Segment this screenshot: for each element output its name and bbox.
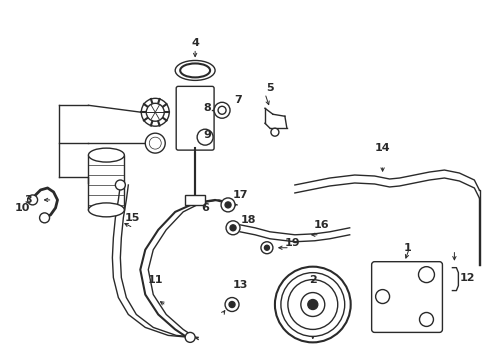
Text: 18: 18 (240, 215, 255, 225)
Circle shape (27, 195, 38, 205)
Text: 4: 4 (191, 37, 199, 48)
Circle shape (185, 332, 195, 342)
Text: 8: 8 (203, 103, 210, 113)
Circle shape (287, 280, 337, 329)
Circle shape (218, 106, 225, 114)
Text: 11: 11 (147, 275, 163, 285)
Text: 3: 3 (25, 195, 32, 205)
Circle shape (261, 242, 272, 254)
Text: 17: 17 (232, 190, 247, 200)
FancyBboxPatch shape (88, 155, 124, 210)
Circle shape (115, 180, 125, 190)
Circle shape (419, 312, 432, 327)
Circle shape (141, 98, 169, 126)
Text: 1: 1 (403, 243, 410, 253)
FancyBboxPatch shape (371, 262, 442, 332)
FancyBboxPatch shape (176, 86, 214, 150)
Circle shape (145, 133, 165, 153)
Circle shape (149, 137, 161, 149)
Circle shape (146, 103, 164, 121)
Circle shape (40, 213, 49, 223)
Text: 9: 9 (203, 130, 211, 140)
Ellipse shape (175, 60, 215, 80)
Circle shape (270, 128, 278, 136)
Text: 6: 6 (201, 203, 209, 213)
Text: 5: 5 (265, 84, 273, 93)
Circle shape (229, 225, 236, 231)
Text: 16: 16 (313, 220, 329, 230)
Text: 10: 10 (15, 203, 30, 213)
Circle shape (221, 198, 235, 212)
Circle shape (197, 129, 213, 145)
Ellipse shape (88, 148, 124, 162)
Text: 15: 15 (124, 213, 140, 223)
Circle shape (307, 300, 317, 310)
Text: 19: 19 (285, 238, 300, 248)
Circle shape (274, 267, 350, 342)
Circle shape (264, 245, 269, 250)
Circle shape (280, 273, 344, 336)
Circle shape (300, 293, 324, 316)
Circle shape (228, 302, 235, 307)
Circle shape (225, 221, 240, 235)
Circle shape (375, 289, 389, 303)
Text: 14: 14 (374, 143, 389, 153)
Circle shape (418, 267, 433, 283)
Circle shape (214, 102, 229, 118)
Text: 7: 7 (234, 95, 242, 105)
Circle shape (224, 202, 230, 208)
Text: 12: 12 (459, 273, 474, 283)
FancyBboxPatch shape (185, 195, 204, 205)
Ellipse shape (88, 203, 124, 217)
Text: 13: 13 (232, 280, 247, 289)
Ellipse shape (180, 63, 210, 77)
Circle shape (224, 298, 239, 311)
Text: 2: 2 (308, 275, 316, 285)
